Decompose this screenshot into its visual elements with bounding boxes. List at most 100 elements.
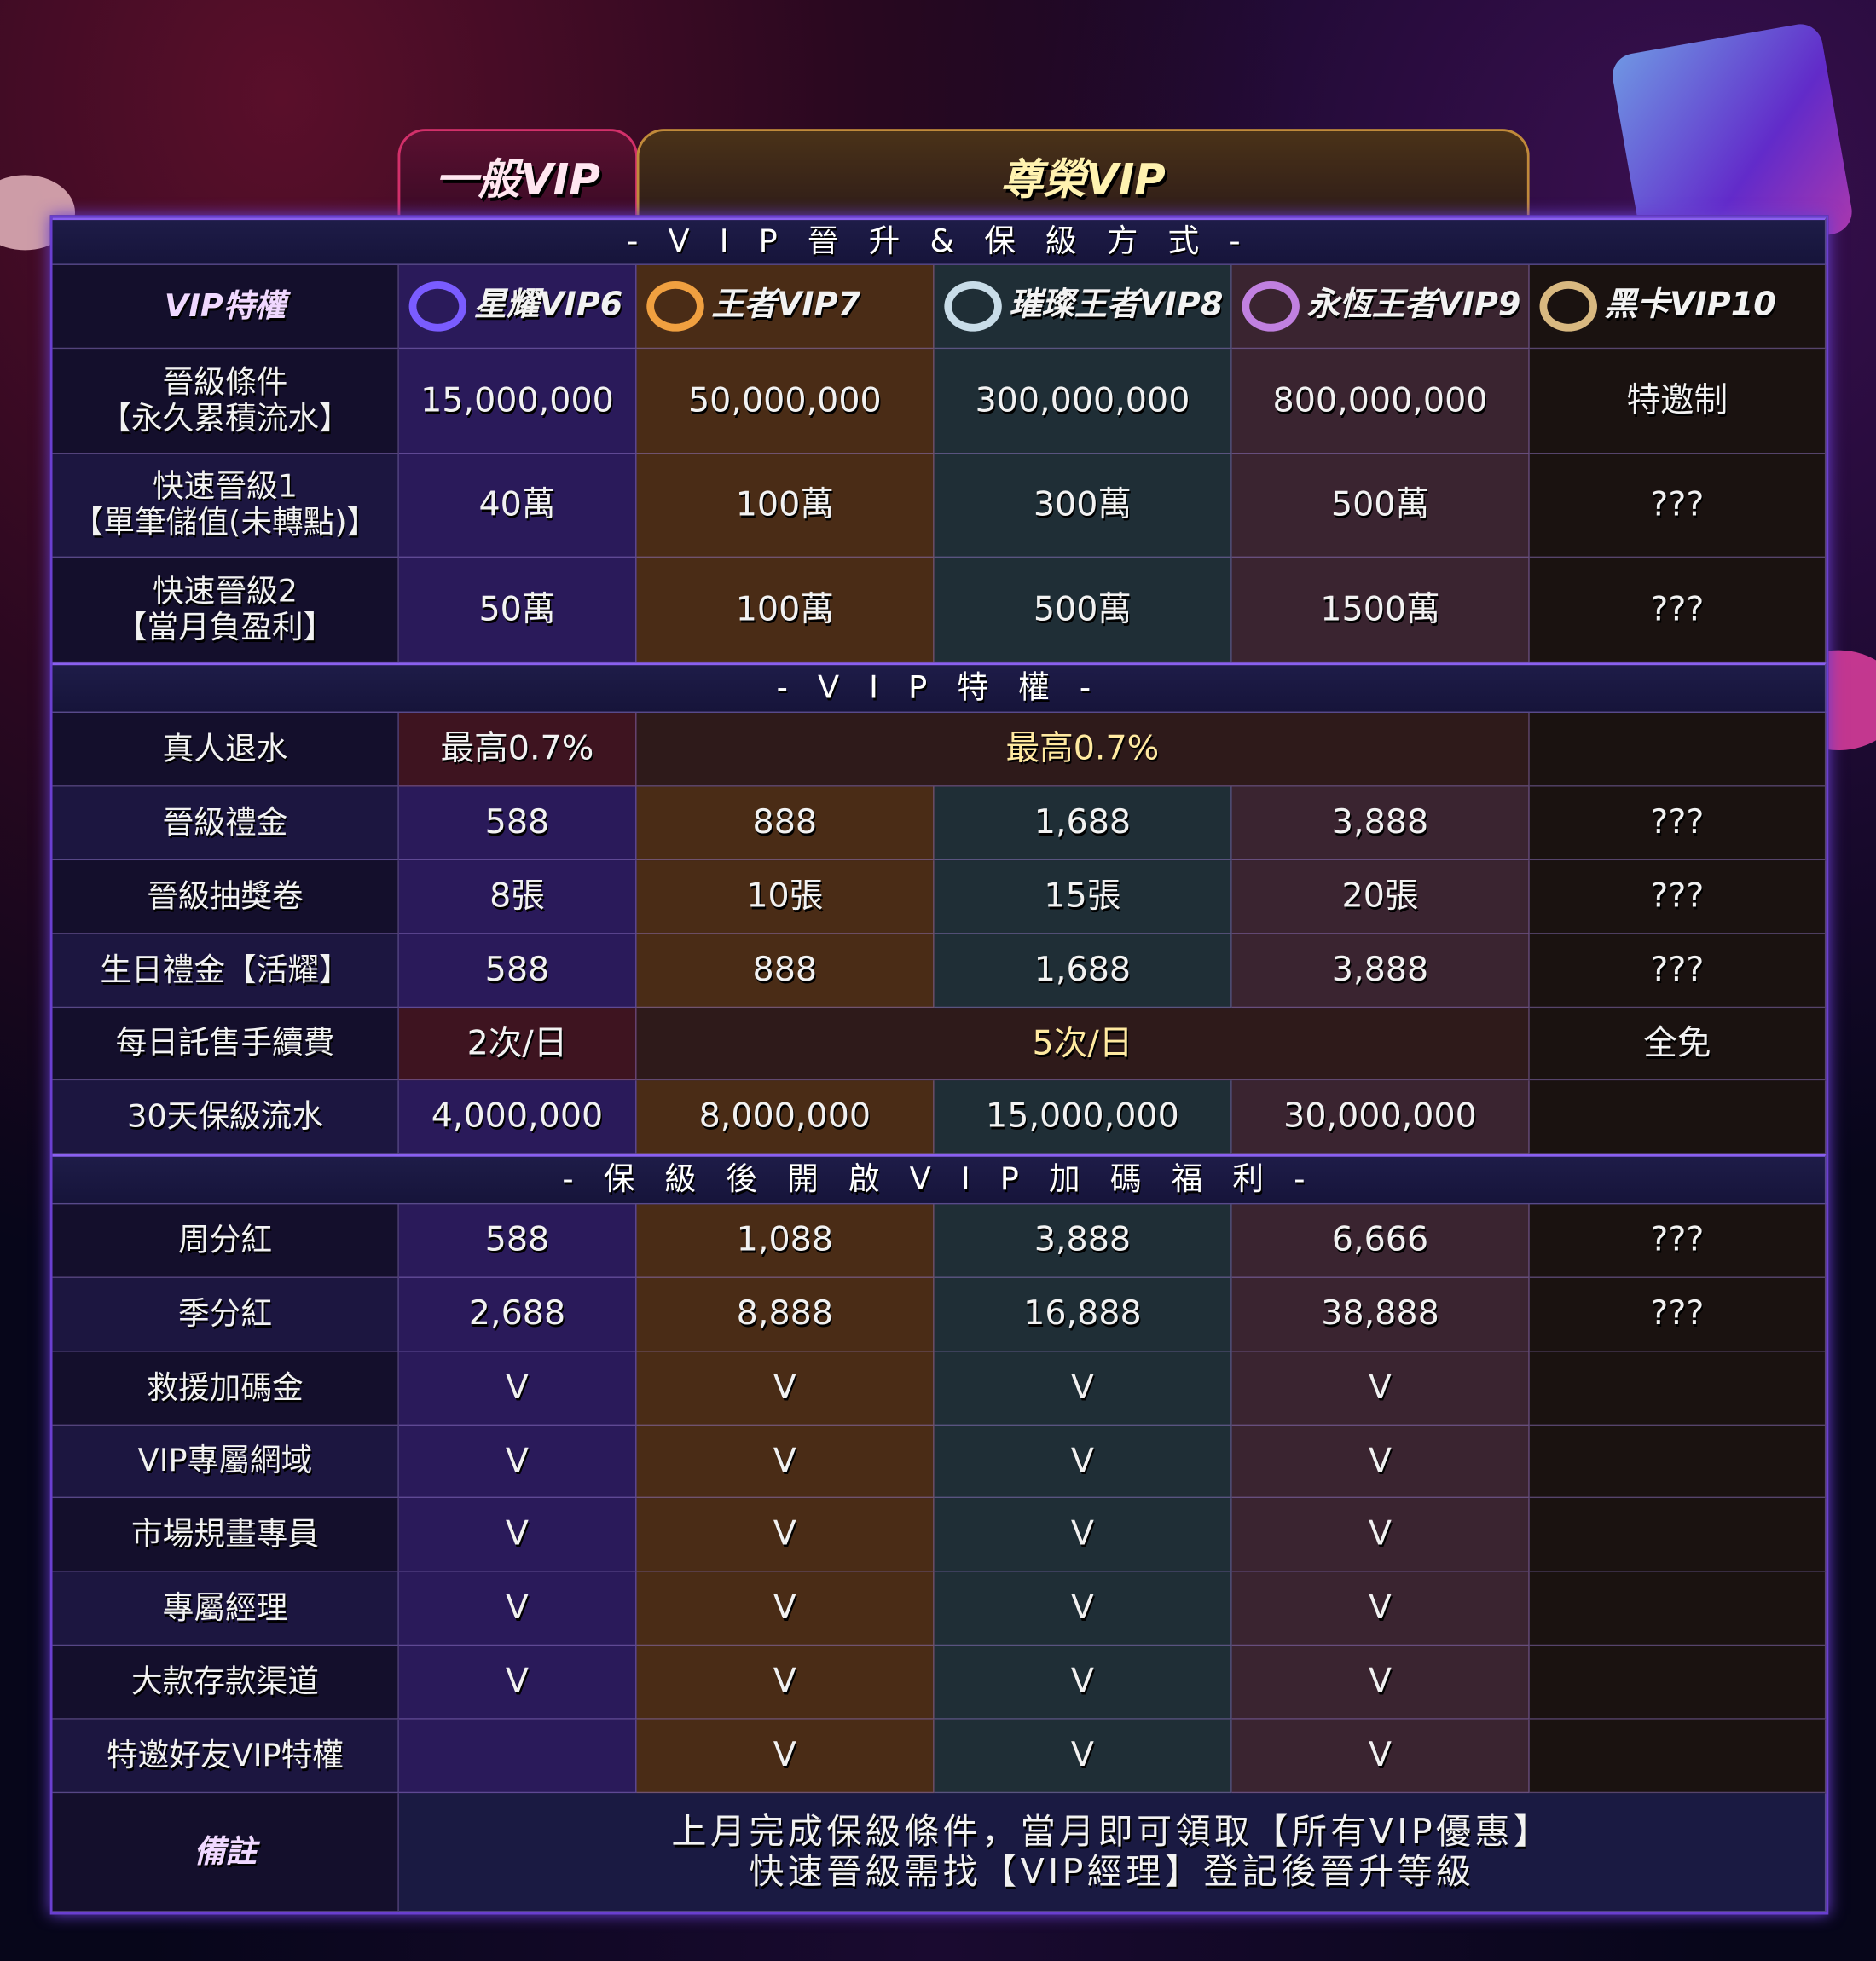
iridescent-ring-icon (1242, 281, 1300, 332)
level-name: 黑卡VIP10 (1604, 286, 1776, 324)
silver-ring-icon (944, 281, 1002, 332)
row-label: 特邀好友VIP特權 (52, 1719, 399, 1794)
remarks-text: 上月完成保級條件，當月即可領取【所有VIP優惠】 快速晉級需找【VIP經理】登記後… (398, 1793, 1827, 1912)
table-cell (1529, 1646, 1827, 1720)
table-cell: 1500萬 (1231, 558, 1530, 663)
table-cell: 15,000,000 (934, 1080, 1232, 1154)
table-cell: 100萬 (636, 454, 935, 558)
table-cell: V (636, 1426, 935, 1499)
row-label: 快速晉級2 【當月負盈利】 (52, 558, 399, 663)
table-cell: 50萬 (398, 558, 637, 663)
table-cell: 588 (398, 934, 637, 1009)
table-cell: 2,688 (398, 1277, 637, 1352)
table-cell: 4,000,000 (398, 1080, 637, 1154)
tab-honor-vip[interactable]: 尊榮VIP (636, 129, 1530, 219)
black-card-ring-icon (1539, 281, 1597, 332)
table-cell: 2次/日 (398, 1008, 637, 1081)
table-cell: 16,888 (934, 1277, 1232, 1352)
table-cell: ??? (1529, 1204, 1827, 1278)
level-header-vip10[interactable]: 黑卡VIP10 (1529, 264, 1827, 350)
row-label: 真人退水 (52, 713, 399, 787)
level-name: 永恆王者VIP9 (1306, 286, 1521, 324)
level-header-vip8[interactable]: 璀璨王者VIP8 (934, 264, 1232, 350)
table-cell: V (1231, 1719, 1530, 1794)
table-cell (1529, 713, 1827, 787)
table-cell: 800,000,000 (1231, 349, 1530, 454)
vip-table: - V I P 晉 升 & 保 級 方 式 - VIP特權 星耀VIP6 王者VIP7… (49, 215, 1829, 1915)
table-cell: ??? (1529, 558, 1827, 663)
table-cell: ??? (1529, 786, 1827, 861)
table-cell: 20張 (1231, 860, 1530, 934)
table-cell: 8張 (398, 860, 637, 934)
remarks-line1: 上月完成保級條件，當月即可領取【所有VIP優惠】 (671, 1810, 1553, 1852)
remarks-label: 備註 (52, 1793, 399, 1912)
table-cell: 30,000,000 (1231, 1080, 1530, 1154)
table-cell: 888 (636, 786, 935, 861)
section-title-bonus: - 保 級 後 開 啟 V I P 加 碼 福 利 - (52, 1154, 1827, 1205)
level-name: 王者VIP7 (711, 286, 861, 324)
table-cell: 6,666 (1231, 1204, 1530, 1278)
row-label: 生日禮金【活耀】 (52, 934, 399, 1009)
table-cell: 3,888 (1231, 934, 1530, 1009)
table-cell: V (398, 1646, 637, 1720)
table-cell: 8,888 (636, 1277, 935, 1352)
row-label: 大款存款渠道 (52, 1646, 399, 1720)
row-label: 30天保級流水 (52, 1080, 399, 1154)
level-header-vip6[interactable]: 星耀VIP6 (398, 264, 637, 350)
table-cell: 300萬 (934, 454, 1232, 558)
table-cell: V (398, 1426, 637, 1499)
table-cell: 38,888 (1231, 1277, 1530, 1352)
table-cell: V (398, 1498, 637, 1572)
table-cell: V (934, 1646, 1232, 1720)
table-cell: V (934, 1498, 1232, 1572)
row-label: VIP專屬網域 (52, 1426, 399, 1499)
table-cell: 588 (398, 1204, 637, 1278)
table-cell: 588 (398, 786, 637, 861)
table-cell: V (636, 1646, 935, 1720)
level-name: 璀璨王者VIP8 (1009, 286, 1224, 324)
row-label: 市場規畫專員 (52, 1498, 399, 1572)
table-cell: V (636, 1719, 935, 1794)
table-cell: 500萬 (934, 558, 1232, 663)
table-cell: 300,000,000 (934, 349, 1232, 454)
row-label: 救援加碼金 (52, 1351, 399, 1426)
level-header-vip7[interactable]: 王者VIP7 (636, 264, 935, 350)
row-label: 晉級抽獎卷 (52, 860, 399, 934)
table-cell: V (1231, 1571, 1530, 1646)
row-label: 快速晉級1 【單筆儲值(未轉點)】 (52, 454, 399, 558)
table-cell: 8,000,000 (636, 1080, 935, 1154)
table-cell: V (934, 1426, 1232, 1499)
table-cell (1529, 1080, 1827, 1154)
table-cell: V (398, 1571, 637, 1646)
table-cell (1529, 1498, 1827, 1572)
section-title-upgrade: - V I P 晉 升 & 保 級 方 式 - (52, 217, 1827, 265)
row-label: 晉級條件 【永久累積流水】 (52, 349, 399, 454)
row-label: 季分紅 (52, 1277, 399, 1352)
row-label: 晉級禮金 (52, 786, 399, 861)
table-cell: ??? (1529, 860, 1827, 934)
gold-ring-icon (646, 281, 704, 332)
table-cell: V (636, 1351, 935, 1426)
table-cell (1529, 1571, 1827, 1646)
header-corner: VIP特權 (52, 264, 399, 350)
table-cell: ??? (1529, 934, 1827, 1009)
table-cell: 特邀制 (1529, 349, 1827, 454)
table-cell: V (636, 1571, 935, 1646)
table-cell: 888 (636, 934, 935, 1009)
table-cell: V (934, 1571, 1232, 1646)
table-cell: 3,888 (1231, 786, 1530, 861)
table-cell: V (1231, 1426, 1530, 1499)
table-cell (1529, 1351, 1827, 1426)
table-cell: V (636, 1498, 935, 1572)
table-cell: 1,688 (934, 786, 1232, 861)
table-cell: 15,000,000 (398, 349, 637, 454)
table-cell (1529, 1426, 1827, 1499)
tab-normal-vip[interactable]: 一般VIP (397, 129, 639, 219)
table-cell: ??? (1529, 1277, 1827, 1352)
level-header-vip9[interactable]: 永恆王者VIP9 (1231, 264, 1530, 350)
row-label: 專屬經理 (52, 1571, 399, 1646)
table-cell: 3,888 (934, 1204, 1232, 1278)
merged-cell: 最高0.7% (636, 713, 1530, 787)
table-cell: 100萬 (636, 558, 935, 663)
table-cell: 40萬 (398, 454, 637, 558)
